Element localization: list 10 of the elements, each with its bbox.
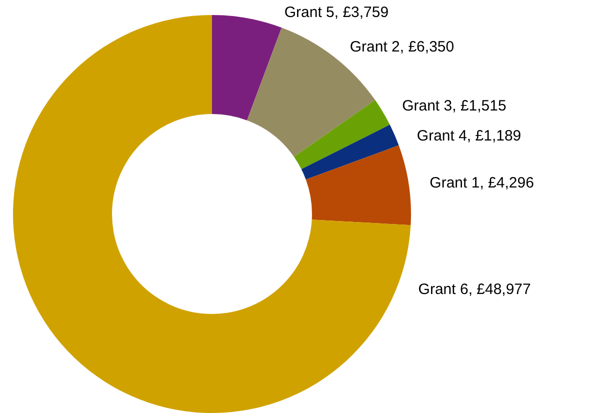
slice-label: Grant 1, £4,296 [430, 174, 534, 192]
slice-label: Grant 3, £1,515 [402, 97, 506, 114]
donut-slice [301, 124, 399, 180]
donut-slice [306, 145, 411, 226]
slice-label: Grant 2, £6,350 [350, 38, 454, 56]
slice-label: Grant 4, £1,189 [416, 127, 522, 144]
donut-slice [294, 100, 390, 170]
donut-slice [212, 15, 282, 120]
slice-label: Grant 6, £48,977 [418, 281, 531, 298]
slice-label: Grant 5, £3,759 [284, 4, 389, 21]
